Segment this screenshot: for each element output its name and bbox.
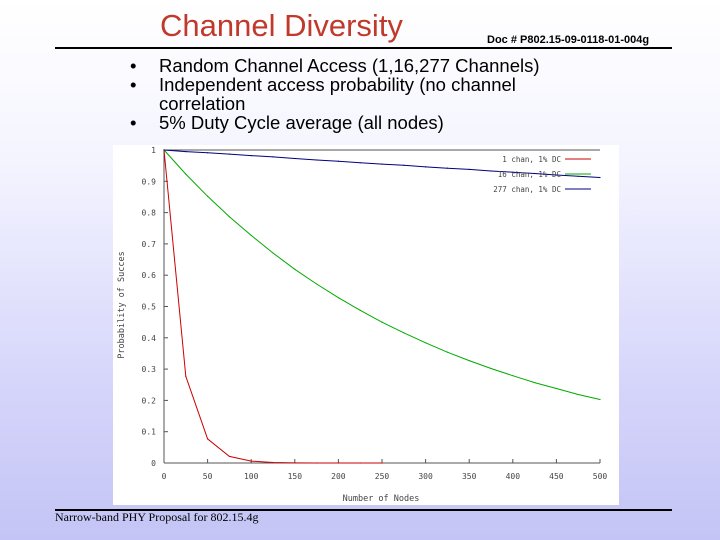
data-point (250, 234, 252, 237)
data-point (599, 176, 601, 179)
bullet-text: Independent access probability (no chann… (159, 74, 516, 114)
chart-container: 0 0.1 0.2 0.3 0.4 0.5 0.6 0.7 0.8 0.9 1 0 50 100 150 20… (113, 145, 619, 505)
data-point (381, 163, 383, 165)
data-point (403, 164, 405, 166)
data-point (228, 455, 230, 458)
legend-label: 1 chan, 1% DC (502, 155, 561, 164)
data-point (425, 166, 427, 168)
chart-series (163, 149, 601, 464)
success-probability-chart: 0 0.1 0.2 0.3 0.4 0.5 0.6 0.7 0.8 0.9 1 0 50 100 150 20… (117, 146, 608, 504)
footer-rule (55, 509, 672, 511)
bullet-list: • Random Channel Access (1,16,277 Channel… (130, 56, 589, 132)
y-tick-label: 0.1 (142, 428, 157, 437)
data-point (555, 387, 557, 390)
data-point (294, 268, 296, 270)
data-point (425, 342, 427, 344)
data-point (250, 460, 252, 462)
x-tick-label: 400 (506, 472, 521, 481)
data-point (272, 461, 274, 464)
data-point (534, 381, 536, 384)
x-tick-label: 350 (462, 472, 477, 481)
data-point (316, 283, 318, 285)
data-point (272, 156, 274, 158)
data-point (534, 172, 536, 175)
data-point (359, 309, 361, 311)
slide-title: Channel Diversity (160, 8, 403, 43)
y-tick-label: 0.3 (142, 365, 157, 374)
data-point (272, 252, 274, 254)
y-tick-label: 0.8 (142, 209, 157, 218)
data-point (490, 367, 492, 370)
data-point (337, 462, 339, 464)
data-point (337, 297, 339, 299)
data-point (185, 173, 187, 175)
y-tick-label: 0.9 (142, 177, 157, 186)
chart-legend: 1 chan, 1% DC 16 chan, 1% DC 277 chan, 1% … (493, 155, 591, 194)
bullet-item: • Random Channel Access (1,16,277 Channel… (130, 56, 589, 75)
y-tick-label: 0.6 (142, 271, 157, 280)
bullet-text: Random Channel Access (1,16,277 Channels… (159, 55, 540, 76)
data-point (468, 168, 470, 171)
data-point (446, 167, 448, 169)
x-tick-label: 250 (375, 472, 390, 481)
data-point (381, 321, 383, 323)
data-point (359, 162, 361, 164)
legend-label: 16 chan, 1% DC (498, 170, 561, 179)
y-tick-label: 0.7 (142, 240, 157, 249)
data-point (294, 157, 296, 160)
bullet-text: 5% Duty Cycle average (all nodes) (159, 112, 444, 133)
x-tick-label: 500 (593, 472, 608, 481)
data-point (359, 462, 361, 464)
data-point (316, 159, 318, 161)
data-point (294, 462, 296, 464)
bullet-dot-icon: • (130, 112, 137, 133)
data-point (403, 332, 405, 334)
x-tick-label: 150 (288, 472, 303, 481)
x-tick-label: 200 (331, 472, 346, 481)
bullet-item: • Independent access probability (no chan… (130, 75, 589, 113)
legend-label: 277 chan, 1% DC (493, 185, 561, 194)
y-tick-label: 0 (151, 459, 156, 468)
footer-text: Narrow-band PHY Proposal for 802.15.4g (55, 510, 259, 524)
data-point (599, 398, 601, 401)
data-point (555, 174, 557, 176)
header-rule (55, 47, 672, 49)
data-point (512, 171, 514, 173)
x-tick-label: 0 (162, 472, 167, 481)
data-point (316, 462, 318, 464)
bullet-dot-icon: • (130, 74, 137, 95)
data-point (228, 216, 230, 218)
data-point (250, 155, 252, 157)
data-point (207, 152, 209, 154)
x-axis-label: Number of Nodes (343, 494, 420, 504)
data-point (446, 351, 448, 353)
data-point (468, 360, 470, 362)
x-tick-label: 300 (418, 472, 433, 481)
y-tick-label: 0.2 (142, 396, 157, 405)
doc-number: Doc # P802.15-09-0118-01-004g (487, 34, 650, 46)
data-point (185, 150, 187, 153)
data-point (490, 170, 492, 172)
x-tick-label: 100 (244, 472, 259, 481)
data-point (512, 375, 514, 377)
data-point (207, 195, 209, 197)
data-point (577, 393, 579, 396)
y-tick-label: 1 (151, 146, 156, 155)
y-axis-label: Probability of Succes (117, 251, 127, 358)
data-point (577, 175, 579, 177)
data-point (185, 375, 187, 377)
chart-axes: 0 0.1 0.2 0.3 0.4 0.5 0.6 0.7 0.8 0.9 1 0 50 100 150 20… (142, 146, 608, 481)
x-tick-label: 450 (549, 472, 564, 481)
y-tick-label: 0.4 (142, 334, 157, 343)
x-tick-label: 50 (203, 472, 213, 481)
data-point (163, 149, 165, 151)
bullet-dot-icon: • (130, 55, 137, 76)
bullet-item: • 5% Duty Cycle average (all nodes) (130, 113, 589, 132)
data-point (228, 153, 230, 155)
series-line (163, 149, 382, 464)
data-point (207, 438, 209, 440)
y-tick-label: 0.5 (142, 303, 157, 312)
data-point (337, 160, 339, 162)
data-point (381, 462, 383, 464)
